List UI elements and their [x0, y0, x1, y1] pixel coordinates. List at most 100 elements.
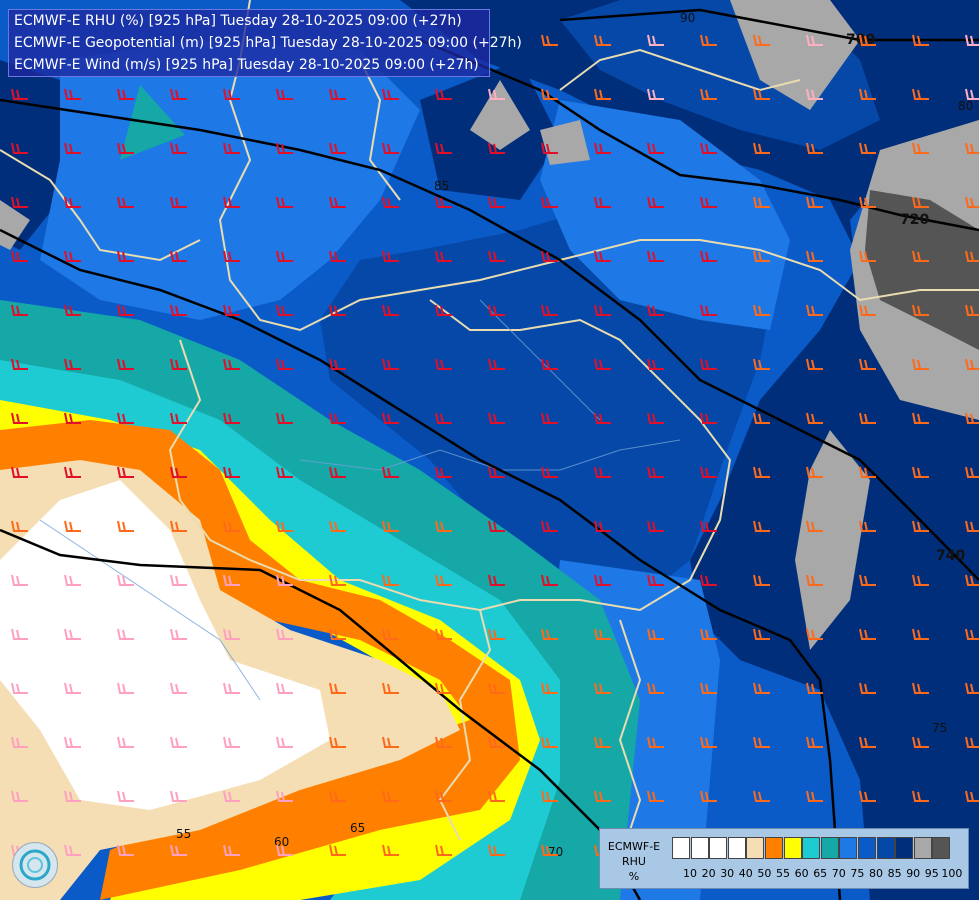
wind-barb	[276, 736, 293, 748]
wind-barb	[223, 736, 240, 748]
wind-barb	[859, 736, 876, 748]
wind-barb	[859, 304, 876, 316]
wind-barb	[64, 196, 81, 208]
wind-barb	[965, 196, 979, 208]
wind-barb	[859, 358, 876, 370]
rhu-95-n	[470, 80, 530, 150]
wind-barb	[223, 466, 240, 478]
legend-swatch	[858, 837, 876, 859]
wind-barb	[64, 520, 81, 532]
wind-barb	[700, 88, 717, 100]
wind-barb	[965, 520, 979, 532]
rhu-90-north	[400, 0, 979, 900]
wind-barb	[117, 736, 134, 748]
wind-barb	[541, 844, 558, 856]
wind-barb	[594, 628, 611, 640]
wind-barb	[170, 412, 187, 424]
title-geopotential: ECMWF-E Geopotential (m) [925 hPa] Tuesd…	[14, 35, 522, 51]
wind-barb	[753, 574, 770, 586]
wind-barb	[806, 466, 823, 478]
wind-barb	[488, 574, 505, 586]
wind-barb	[117, 142, 134, 154]
wind-barb	[806, 682, 823, 694]
wind-barb	[382, 574, 399, 586]
wind-barb	[912, 142, 929, 154]
legend-title-model: ECMWF-E	[607, 840, 661, 853]
wind-barb	[488, 250, 505, 262]
wind-barb	[859, 196, 876, 208]
wind-barb	[541, 88, 558, 100]
wind-barb	[912, 790, 929, 802]
wind-barb	[329, 466, 346, 478]
wind-barb	[382, 88, 399, 100]
legend-tick: 85	[887, 867, 902, 880]
wind-barb	[11, 412, 28, 424]
wind-barb	[912, 682, 929, 694]
legend-swatch	[932, 837, 951, 859]
wind-barb	[647, 466, 664, 478]
wind-barb	[64, 574, 81, 586]
wind-barb	[912, 574, 929, 586]
wind-barb	[965, 250, 979, 262]
wind-barb	[170, 196, 187, 208]
wind-barb	[541, 358, 558, 370]
rhu-contour-labels: 55 60 65 70 75 80 85 90	[176, 11, 973, 859]
wind-barb	[488, 790, 505, 802]
wind-barb	[594, 304, 611, 316]
wind-barb	[276, 520, 293, 532]
wind-barb	[700, 574, 717, 586]
wind-barb	[64, 736, 81, 748]
rhu-label-80: 80	[958, 99, 973, 113]
wind-barb	[912, 88, 929, 100]
wind-barb	[382, 628, 399, 640]
wind-barb	[965, 682, 979, 694]
legend-unit: %	[628, 870, 640, 883]
wind-barb	[329, 628, 346, 640]
wind-barb	[753, 466, 770, 478]
wind-barb	[594, 196, 611, 208]
wind-barb	[11, 358, 28, 370]
wind-barb	[753, 628, 770, 640]
legend-title-var: RHU	[622, 855, 646, 868]
legend-swatch	[839, 837, 858, 859]
wind-barb	[382, 736, 399, 748]
wind-barb	[965, 142, 979, 154]
wind-barb	[64, 358, 81, 370]
wind-barb	[329, 574, 346, 586]
rhu-label-65: 65	[350, 821, 365, 835]
wind-barb	[647, 88, 664, 100]
wind-barb	[64, 304, 81, 316]
wind-barb	[435, 520, 452, 532]
wind-barb	[700, 682, 717, 694]
wind-barb	[488, 196, 505, 208]
wind-barb	[117, 628, 134, 640]
wind-barb	[329, 412, 346, 424]
wind-barb	[753, 142, 770, 154]
wind-barb	[329, 520, 346, 532]
wind-barb	[435, 250, 452, 262]
legend-swatch	[746, 837, 765, 859]
wind-barb	[647, 574, 664, 586]
wind-barb	[806, 304, 823, 316]
wind-barb	[700, 790, 717, 802]
wind-barb	[700, 34, 717, 46]
wind-barb	[117, 520, 134, 532]
wind-barb	[117, 358, 134, 370]
wind-barb	[435, 466, 452, 478]
wind-barb	[700, 628, 717, 640]
wind-barb	[859, 142, 876, 154]
wind-barbs	[11, 34, 979, 856]
wind-barb	[382, 520, 399, 532]
rhu-80-east	[540, 100, 790, 330]
wind-barb	[117, 412, 134, 424]
wind-barb	[11, 520, 28, 532]
legend-tick: 75	[850, 867, 865, 880]
wind-barb	[488, 628, 505, 640]
wind-barb	[117, 574, 134, 586]
wind-barb	[753, 34, 770, 46]
wind-barb	[965, 412, 979, 424]
legend-swatch	[876, 837, 895, 859]
wind-barb	[170, 250, 187, 262]
wind-barb	[11, 196, 28, 208]
wind-barb	[223, 358, 240, 370]
